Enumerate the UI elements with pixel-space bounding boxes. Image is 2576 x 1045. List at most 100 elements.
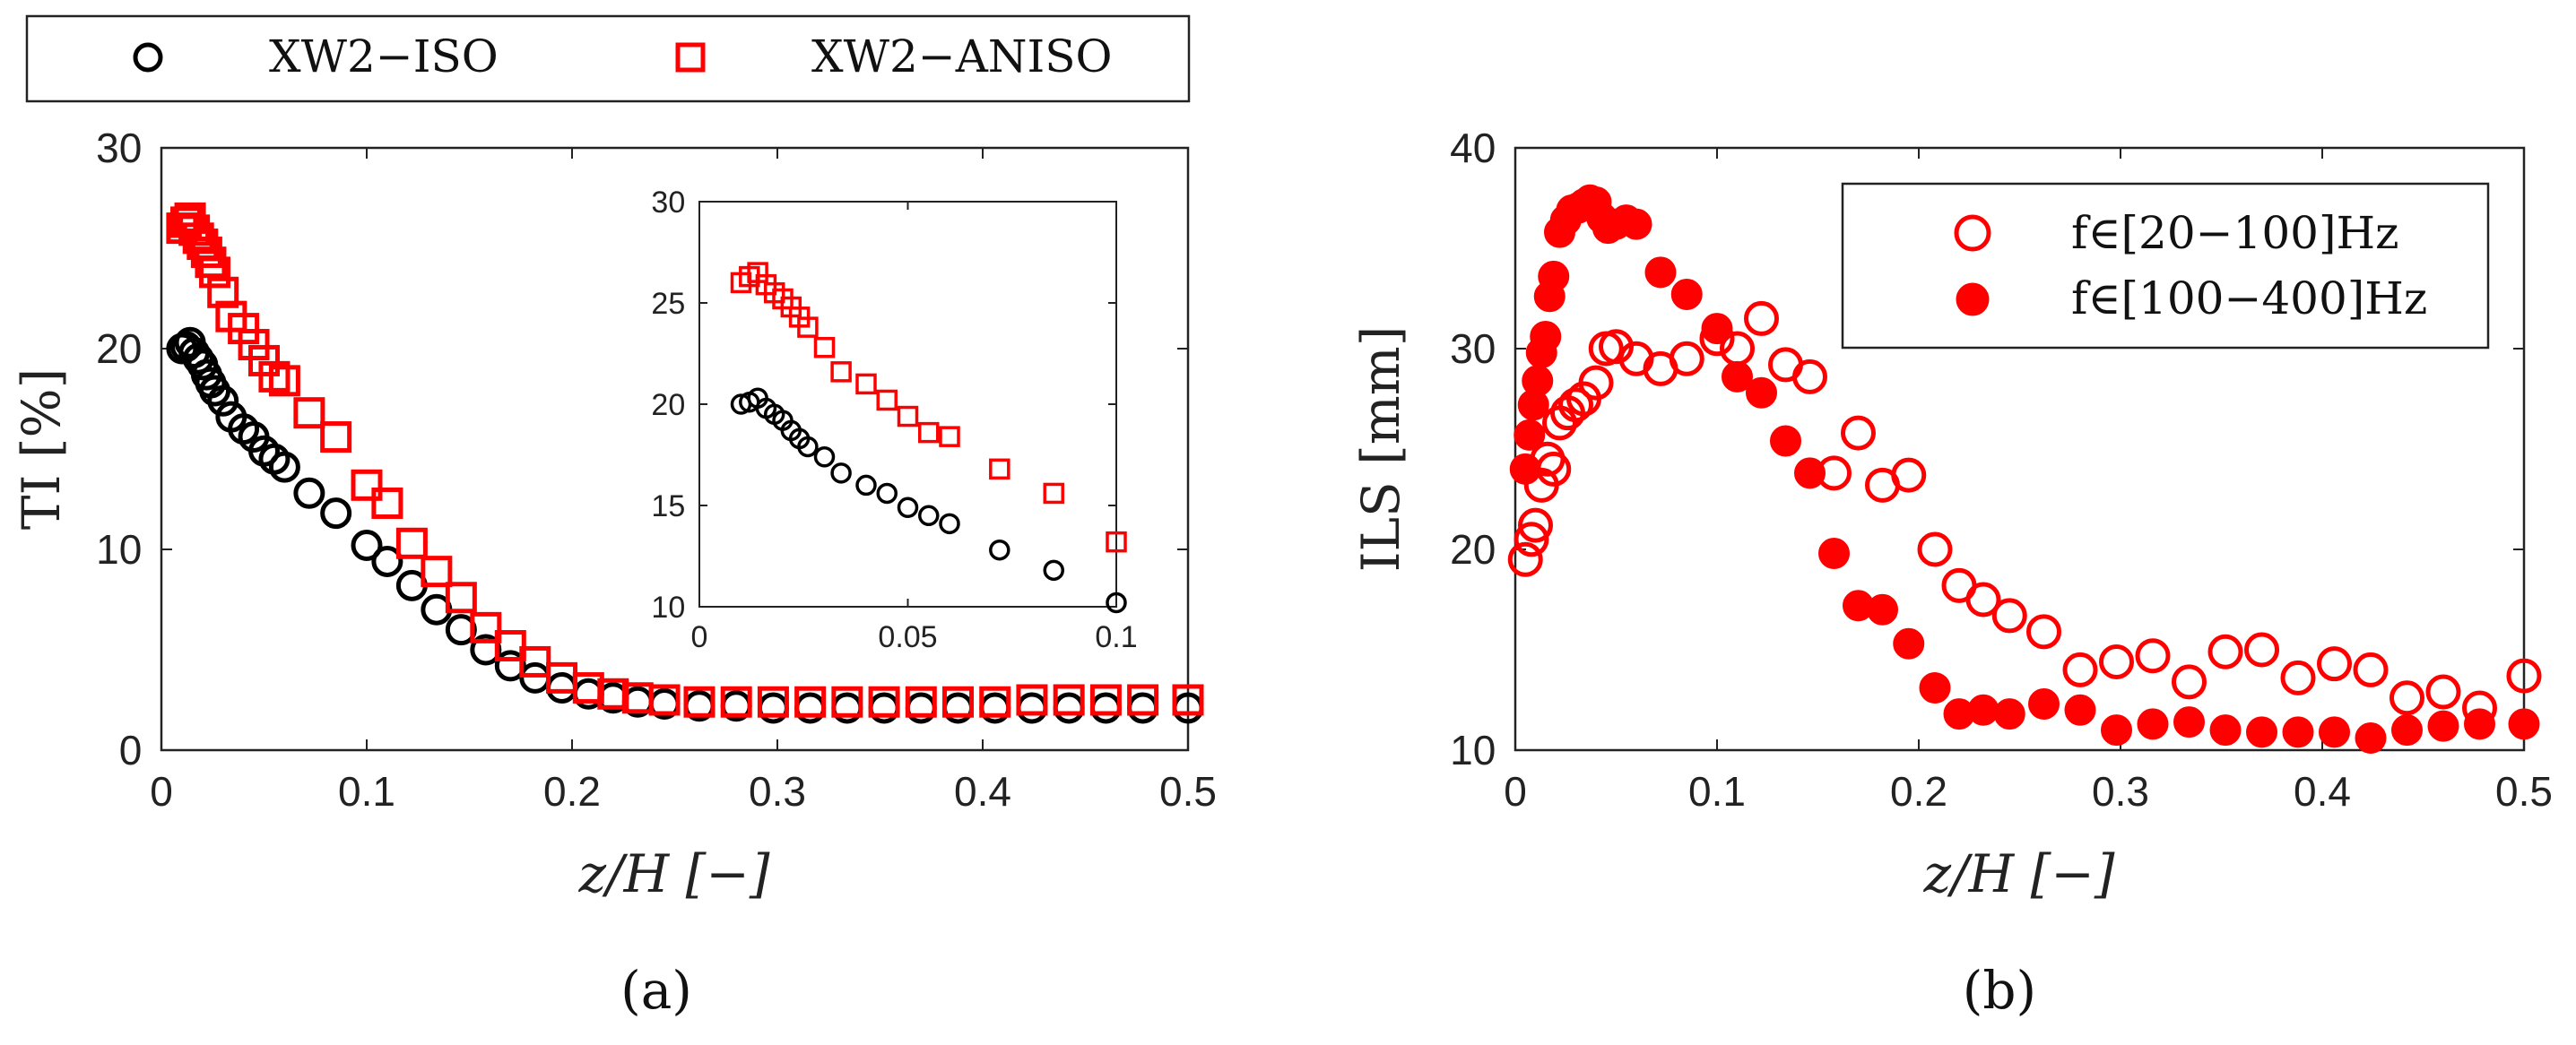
plot-a-series-1-point <box>720 686 752 718</box>
inset-a-series-1-point <box>939 426 960 447</box>
axis-b-ytick-label: 40 <box>1450 125 1496 171</box>
inset-a-series-1-point <box>1043 482 1064 505</box>
inset-a-series-1-point <box>830 361 852 383</box>
panel-a: XW2−ISO XW2−ANISO 0 0.1 0.2 0.3 0.4 0.5010203… <box>11 14 1217 1021</box>
plot-a-series-0-point <box>351 530 383 562</box>
axis-b-xtick-label: 0.2 <box>1890 768 1947 815</box>
plot-b-series-1-point <box>1893 627 1925 660</box>
inset-a-series-0-point <box>918 505 940 527</box>
plot-b-series-0-point <box>2172 664 2207 700</box>
plot-b-series-0-point <box>2506 658 2542 694</box>
plot-b-series-1-point <box>1919 672 1951 704</box>
plot-a-series-1-point <box>831 686 863 718</box>
axis-b-ytick-label: 10 <box>1450 727 1496 773</box>
plot-b-series-0-point <box>1507 541 1543 577</box>
plot-b-series-1-point <box>1530 321 1562 353</box>
axis-a-xtick-label: 0.5 <box>1159 768 1217 815</box>
inset-a-series-0-point <box>855 474 877 497</box>
plot-b-series-1-point <box>1867 593 1898 626</box>
plot-a-series-0-point <box>182 342 214 375</box>
legend-b-box <box>1841 182 2490 350</box>
legend-b-marker-high <box>1956 282 1990 316</box>
plot-b-series-0-point <box>1991 598 2027 634</box>
inset-a-series-0-point <box>897 497 919 519</box>
plot-b-series-0-point <box>1558 387 1593 423</box>
inset-a-series-1-point <box>989 458 1010 480</box>
plot-a-series-1-point <box>207 276 239 308</box>
plot-a-series-1-point <box>371 487 403 519</box>
plot-b-series-0-point <box>1917 531 1953 567</box>
plot-b-series-1-point <box>1701 313 1733 345</box>
legend-a-marker-aniso <box>675 42 706 73</box>
plot-b-series-1-point <box>1722 360 1753 393</box>
plot-b-series-1-point <box>2101 714 2132 747</box>
plot-b-series-0-point <box>2244 632 2279 668</box>
inset-a-xtick-label: 0 <box>691 620 708 654</box>
axis-a-xtick-label: 0.1 <box>338 768 395 815</box>
axis-a-xlabel: z/H [−] <box>578 843 770 904</box>
inset-a-ytick-label: 30 <box>651 186 685 220</box>
plot-b-series-1-point <box>1522 365 1554 397</box>
plot-a-series-1-point <box>905 686 937 718</box>
plot-b-series-1-point <box>2028 687 2060 720</box>
plot-b-series-0-point <box>1599 329 1634 365</box>
plot-a-series-1-point <box>979 686 1011 718</box>
plot-a-series-1-point <box>238 329 270 361</box>
plot-a-series-1-point <box>572 672 604 704</box>
plot-b-series-1-point <box>1746 376 1777 409</box>
axis-a-ylabel: TI [%] <box>11 368 72 530</box>
legend-a-marker-iso <box>133 42 163 73</box>
axis-b-xtick-label: 0.5 <box>2495 768 2553 815</box>
plot-a-series-1-point <box>794 686 827 718</box>
inset-a-series-0-point <box>1106 592 1127 614</box>
plot-a-series-0-point <box>207 384 239 417</box>
plot-b-series-1-point <box>2427 710 2459 742</box>
plot-a-series-1-point <box>1089 684 1122 716</box>
plot-a-series-1-point <box>395 527 428 559</box>
inset-a-series-1-point <box>855 373 877 395</box>
panel-a-label: (a) <box>620 960 692 1021</box>
plot-a-series-1-point <box>228 313 260 345</box>
inset-a-xtick-label: 0.1 <box>1095 620 1137 654</box>
plot-a-series-1-point <box>248 344 280 376</box>
axis-a-xtick-label: 0 <box>150 768 173 815</box>
plot-a-series-0-point <box>470 634 502 666</box>
plot-a-series-1-point <box>868 686 900 718</box>
plot-a-series-1-point <box>942 686 975 718</box>
plot-b-series-0-point <box>1514 522 1549 557</box>
axis-a-xtick-label: 0.3 <box>749 768 806 815</box>
plot-b-series-0-point <box>1578 365 1614 401</box>
panel-b: 0 0.1 0.2 0.3 0.4 0.5 10 20 30 40 f∈[20−100]Hz f∈… <box>1350 125 2553 1021</box>
axis-a-xtick-label: 0.2 <box>543 768 601 815</box>
plot-b-series-1-point <box>1818 537 1850 569</box>
plot-b-series-1-point <box>2246 716 2277 748</box>
plot-b-series-0-point <box>2062 652 2098 687</box>
legend-b-label-high: f∈[100−400]Hz <box>2071 272 2427 324</box>
plot-b-series-1-point <box>1993 698 2025 730</box>
inset-a-series-1-point <box>918 421 940 444</box>
plot-b-series-1-point <box>1794 457 1826 489</box>
plot-b-series-0-point <box>2425 674 2461 710</box>
legend-b-label-low: f∈[20−100]Hz <box>2071 207 2398 259</box>
axis-b-xtick-label: 0.1 <box>1688 768 1746 815</box>
plot-a-series-1-point <box>195 246 227 279</box>
plot-a-series-0-point <box>268 451 300 483</box>
plot-a-series-1-point <box>597 678 629 710</box>
inset-a-series-1-point <box>897 405 919 428</box>
axis-b-ytick-label: 30 <box>1450 325 1496 372</box>
inset-a-series-0-point <box>797 436 819 458</box>
plot-b-series-0-point <box>1841 415 1876 451</box>
inset-a-series-0-point <box>876 482 898 505</box>
panel-b-label: (b) <box>1963 960 2036 1021</box>
axis-b-xtick-label: 0.3 <box>2092 768 2149 815</box>
plot-b-series-0-point <box>1518 507 1553 543</box>
axis-a-ytick-label: 10 <box>96 526 142 573</box>
axis-b-xtick-label: 0 <box>1504 768 1527 815</box>
plot-b-series-0-point <box>1891 457 1927 493</box>
inset-a-series-0-point <box>1043 559 1064 582</box>
plot-b-series-1-point <box>2282 716 2314 748</box>
plot-a-series-0-point <box>293 477 325 509</box>
inset-a-series-1-point <box>797 316 819 338</box>
plot-b-series-1-point <box>2173 706 2205 738</box>
